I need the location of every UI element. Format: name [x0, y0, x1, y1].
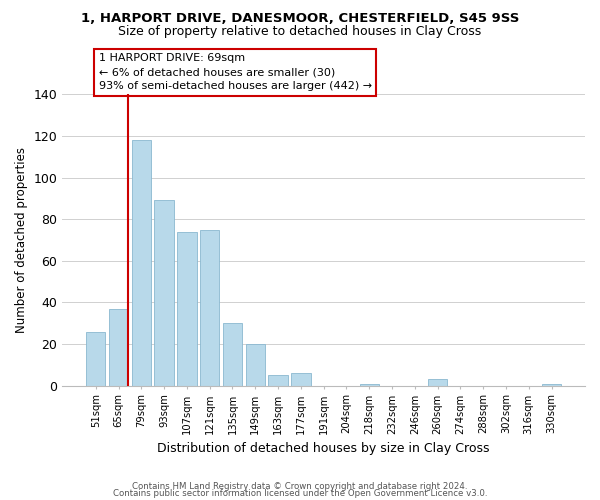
Bar — [200, 230, 220, 386]
Bar — [542, 384, 561, 386]
Text: Contains public sector information licensed under the Open Government Licence v3: Contains public sector information licen… — [113, 489, 487, 498]
Bar — [223, 323, 242, 386]
Text: 1 HARPORT DRIVE: 69sqm
← 6% of detached houses are smaller (30)
93% of semi-deta: 1 HARPORT DRIVE: 69sqm ← 6% of detached … — [99, 54, 372, 92]
Bar — [291, 373, 311, 386]
Text: Size of property relative to detached houses in Clay Cross: Size of property relative to detached ho… — [118, 25, 482, 38]
Bar — [86, 332, 106, 386]
Bar — [428, 380, 447, 386]
Text: Contains HM Land Registry data © Crown copyright and database right 2024.: Contains HM Land Registry data © Crown c… — [132, 482, 468, 491]
Bar — [268, 375, 288, 386]
Bar — [109, 308, 128, 386]
Text: 1, HARPORT DRIVE, DANESMOOR, CHESTERFIELD, S45 9SS: 1, HARPORT DRIVE, DANESMOOR, CHESTERFIEL… — [81, 12, 519, 26]
Bar — [177, 232, 197, 386]
Bar — [359, 384, 379, 386]
Y-axis label: Number of detached properties: Number of detached properties — [15, 147, 28, 333]
X-axis label: Distribution of detached houses by size in Clay Cross: Distribution of detached houses by size … — [157, 442, 490, 455]
Bar — [131, 140, 151, 386]
Bar — [154, 200, 174, 386]
Bar — [245, 344, 265, 386]
